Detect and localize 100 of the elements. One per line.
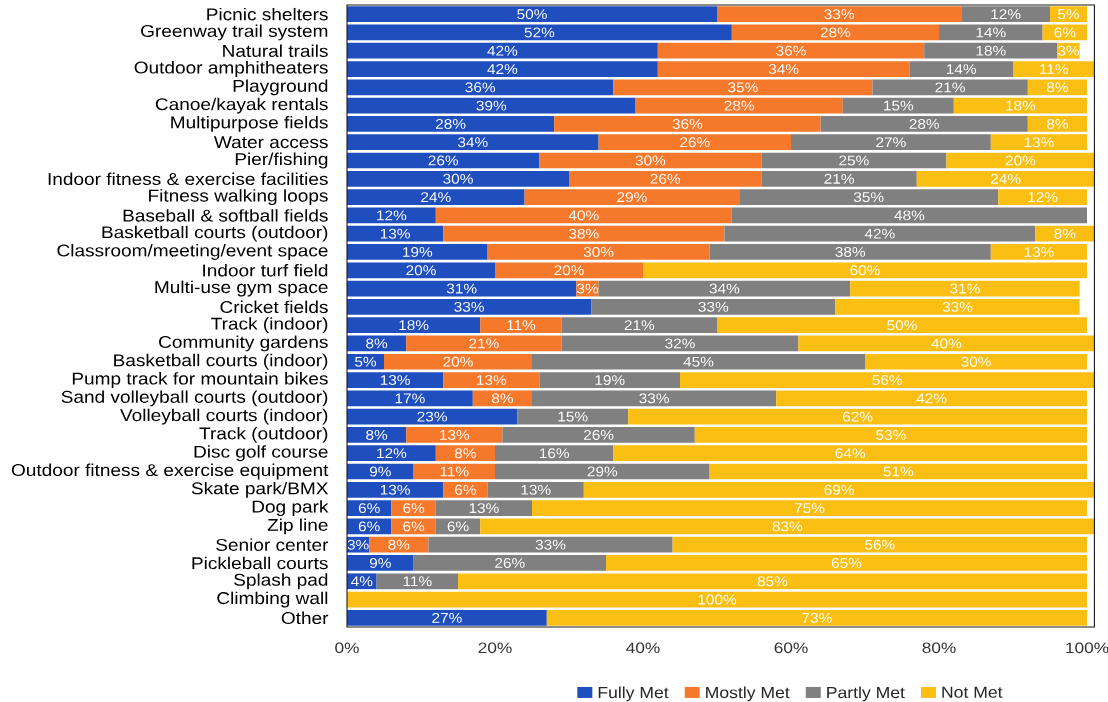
bar: [606, 555, 1088, 571]
bar: [532, 500, 1088, 516]
y-tick-label: Pump track for mountain bikes: [72, 372, 328, 388]
data-label: 65%: [831, 558, 862, 568]
bar: [909, 61, 1014, 77]
bar: [872, 79, 1028, 96]
data-label: 11%: [507, 320, 536, 331]
data-label: 56%: [865, 539, 895, 550]
bar: [347, 170, 569, 187]
data-label: 13%: [1024, 137, 1054, 148]
data-label: 13%: [1024, 247, 1054, 257]
y-tick-label: Classroom/meeting/event space: [57, 244, 328, 260]
data-label: 21%: [624, 320, 655, 331]
data-label: 26%: [680, 137, 710, 148]
bar: [428, 536, 673, 553]
y-tick-label: Zip line: [267, 518, 328, 535]
data-label: 33%: [698, 301, 729, 312]
bar: [347, 152, 540, 169]
data-label: 13%: [380, 484, 410, 495]
data-label: 6%: [358, 521, 380, 532]
bar: [842, 97, 954, 114]
y-tick-label: Multipurpose fields: [171, 116, 328, 132]
y-tick-label: Baseball & softball fields: [123, 209, 328, 222]
bar: [916, 170, 1095, 187]
bar: [480, 317, 562, 334]
data-label: 11%: [403, 576, 432, 587]
bar: [791, 134, 991, 151]
data-label: 25%: [839, 155, 869, 166]
bar: [990, 244, 1088, 260]
bar: [613, 79, 873, 96]
data-label: 50%: [887, 320, 917, 331]
y-tick-label: Skate park/BMX: [191, 481, 329, 498]
bar: [709, 244, 991, 260]
data-label: 50%: [517, 9, 547, 20]
legend-label: Fully Met: [598, 686, 669, 702]
x-tick-label: 20%: [478, 642, 512, 654]
bar: [347, 134, 599, 151]
bar: [628, 408, 1088, 425]
bar: [961, 6, 1051, 23]
bar: [406, 427, 503, 443]
bar: [347, 225, 444, 242]
data-label: 24%: [421, 192, 451, 203]
bar: [835, 298, 1080, 315]
data-label: 51%: [883, 466, 914, 477]
data-label: 6%: [447, 521, 469, 532]
data-label: 13%: [521, 484, 551, 495]
bar: [376, 573, 458, 590]
bar: [717, 6, 962, 23]
bar: [546, 609, 1088, 626]
data-label: 21%: [935, 82, 965, 93]
bar: [413, 555, 606, 571]
bar: [391, 500, 436, 516]
data-label: 42%: [487, 45, 518, 56]
y-tick-label: Indoor turf field: [203, 264, 328, 277]
bar: [1013, 61, 1095, 77]
data-label: 16%: [539, 448, 570, 459]
y-tick-label: Outdoor fitness & exercise equipment: [11, 463, 329, 480]
data-label: 8%: [366, 429, 388, 440]
bar: [672, 536, 1088, 553]
bar: [347, 408, 518, 425]
bar: [458, 573, 1088, 590]
y-tick-label: Basketball courts (outdoor): [102, 225, 328, 242]
data-label: 24%: [990, 173, 1021, 184]
bar: [347, 390, 473, 407]
y-tick-label: Climbing wall: [217, 591, 328, 608]
y-tick-label: Multi-use gym space: [155, 280, 328, 297]
bar: [347, 189, 525, 205]
data-label: 20%: [406, 265, 436, 276]
y-tick-label: Dog park: [252, 500, 329, 517]
x-tick-label: 0%: [335, 642, 359, 654]
bar: [798, 335, 1095, 352]
data-label: 48%: [894, 210, 925, 221]
data-label: 62%: [842, 411, 873, 422]
bar: [820, 116, 1028, 132]
bar: [443, 225, 725, 242]
data-label: 26%: [583, 429, 614, 440]
data-label: 12%: [1028, 192, 1058, 203]
data-label: 15%: [558, 411, 588, 422]
data-label: 33%: [454, 301, 484, 312]
data-label: 26%: [650, 173, 681, 184]
bar: [569, 170, 762, 187]
bar: [776, 390, 1088, 407]
data-label: 29%: [587, 466, 618, 477]
data-label: 42%: [864, 228, 895, 239]
data-label: 3%: [1057, 45, 1080, 56]
data-label: 31%: [446, 283, 477, 294]
y-tick-label: Volleyball courts (indoor): [120, 408, 328, 425]
x-tick-label: 60%: [774, 642, 808, 654]
bar: [657, 42, 925, 59]
data-label: 3%: [576, 283, 599, 294]
bar: [435, 207, 732, 224]
data-label: 35%: [853, 192, 884, 203]
data-label: 13%: [380, 375, 410, 385]
data-label: 13%: [477, 375, 507, 385]
data-label: 18%: [1006, 100, 1036, 111]
data-label: 5%: [354, 356, 377, 367]
data-label: 14%: [946, 64, 977, 74]
data-label: 33%: [639, 393, 669, 404]
legend-label: Mostly Met: [706, 686, 790, 702]
data-label: 13%: [380, 228, 410, 239]
